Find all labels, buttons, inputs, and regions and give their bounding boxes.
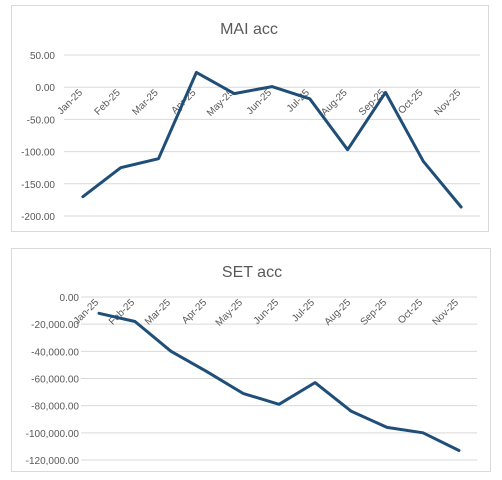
y-tick-label: 0.00 [60,293,80,304]
x-tick-label: Mar-25 [143,297,173,327]
y-tick-label: 50.00 [30,51,55,62]
x-tick-label: Jun-25 [252,297,282,327]
set-acc-chart: SET acc 0.00 -20,000.00 -40,000.00 -60,000.… [11,248,491,472]
x-tick-label: Aug-25 [319,87,350,118]
y-tick-label: -80,000.00 [31,402,79,413]
x-tick-label: Feb-25 [107,297,137,327]
x-tick-label: Jul-25 [290,297,317,324]
series-line [81,70,463,209]
mai-acc-chart: MAI acc 50.00 0.00 -50.00 -100.00 -150.00 -20… [11,5,489,232]
series-line [97,311,461,452]
x-tick-label: Feb-25 [93,87,123,117]
x-tick-label: Oct-25 [396,297,425,326]
mai-acc-chart-svg: MAI acc 50.00 0.00 -50.00 -100.00 -150.00 -20… [21,21,480,223]
y-tick-label: -100.00 [21,148,55,159]
x-tick-label: Mar-25 [130,87,160,117]
set-acc-chart-svg: SET acc 0.00 -20,000.00 -40,000.00 -60,000.… [26,264,477,467]
y-tick-label: -40,000.00 [31,347,79,358]
y-tick-label: -50.00 [27,115,56,126]
x-tick-label: Aug-25 [323,297,354,328]
x-tick-label: Nov-25 [431,297,462,328]
y-tick-label: -120,000.00 [26,456,80,467]
y-tick-label: -100,000.00 [26,429,80,440]
x-tick-label: Nov-25 [433,87,464,118]
y-tick-label: -20,000.00 [31,320,79,331]
x-tick-label: Apr-25 [180,297,209,326]
y-tick-label: 0.00 [36,83,56,94]
y-tick-label: -60,000.00 [31,375,79,386]
x-tick-label: Sep-25 [359,297,390,328]
x-tick-label: Oct-25 [396,87,425,116]
y-tick-label: -150.00 [21,180,55,191]
chart-title: MAI acc [220,21,278,38]
x-tick-label: Jan-25 [56,87,86,117]
y-tick-label: -200.00 [21,212,55,223]
chart-title: SET acc [222,264,282,281]
